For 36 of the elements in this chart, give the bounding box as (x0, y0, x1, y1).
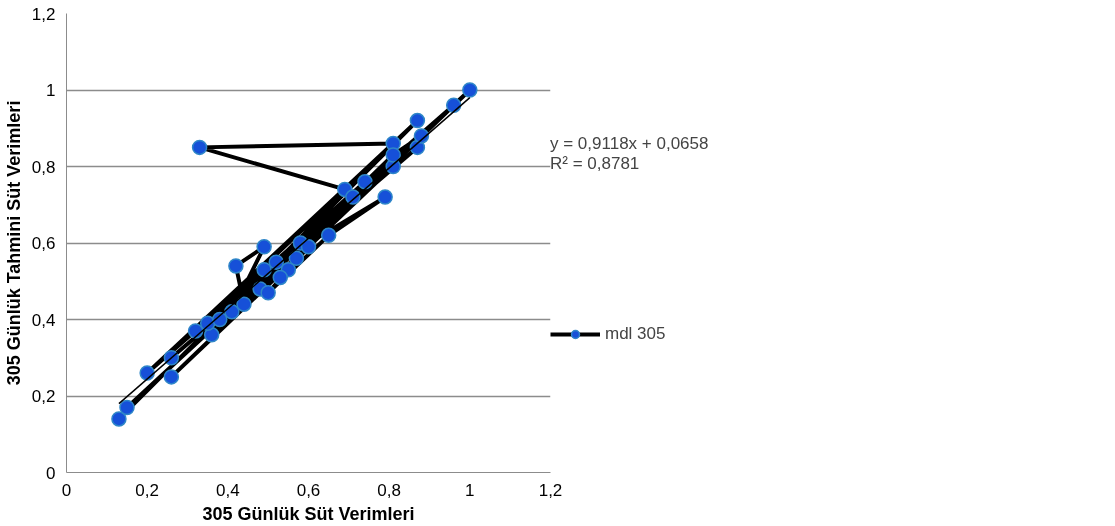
x-tick-label: 0 (61, 480, 72, 500)
point (111, 411, 127, 427)
y-tick-label: 0 (46, 463, 56, 483)
point (163, 369, 180, 385)
point (300, 239, 317, 255)
x-tick-label: 1,2 (538, 480, 563, 500)
point (288, 250, 305, 267)
point (236, 296, 252, 312)
y-tick-label: 0,6 (31, 234, 56, 253)
x-tick-label: 0,2 (135, 480, 159, 500)
point (320, 227, 337, 244)
point (462, 82, 478, 98)
point (228, 258, 244, 274)
y-tick-label: 1,2 (31, 4, 56, 24)
y-tick-label: 0,2 (31, 387, 56, 406)
point (377, 189, 393, 205)
point (260, 284, 276, 301)
x-tick-label: 0,6 (296, 480, 321, 500)
point (191, 139, 208, 156)
annotation: R² = 0,8781 (550, 154, 640, 173)
point (385, 147, 401, 163)
y-axis-title: 305 Günlük Tahmini Süt Verimleri (3, 100, 24, 386)
point (256, 239, 272, 255)
point (409, 112, 426, 129)
point (357, 174, 373, 190)
legend-label: mdl 305 (605, 324, 666, 344)
point (119, 399, 135, 416)
annotation: y = 0,9118x + 0,0658 (550, 134, 709, 153)
y-tick-label: 1 (46, 81, 56, 100)
y-tick-label: 0,4 (31, 310, 56, 330)
x-axis-title: 305 Günlük Süt Verimleri (202, 503, 415, 524)
y-tick-label: 0,8 (31, 157, 56, 177)
point (272, 269, 289, 286)
x-tick-label: 0,4 (216, 480, 240, 500)
x-tick-label: 1 (465, 480, 475, 500)
x-tick-label: 0,8 (377, 480, 401, 500)
